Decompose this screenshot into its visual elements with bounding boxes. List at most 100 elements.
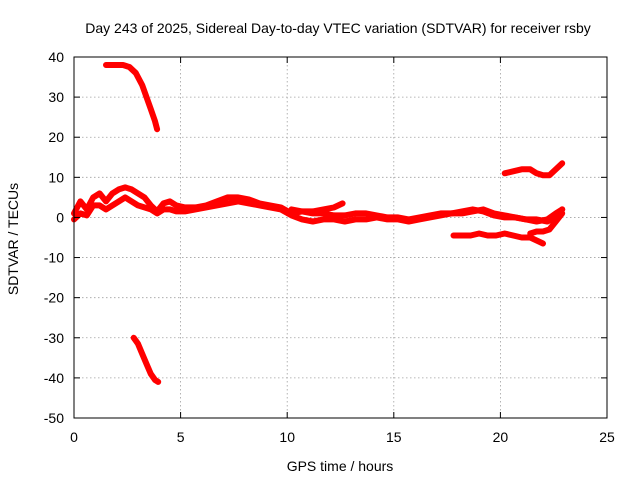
data-point bbox=[510, 168, 516, 174]
data-point bbox=[224, 200, 231, 206]
y-tick-label: 0 bbox=[56, 209, 64, 225]
data-point bbox=[224, 194, 231, 200]
data-point bbox=[154, 126, 160, 132]
data-point bbox=[493, 232, 499, 239]
x-axis-title: GPS time / hours bbox=[287, 458, 394, 474]
y-tick-label: 10 bbox=[48, 169, 64, 185]
data-point bbox=[450, 232, 457, 239]
data-point bbox=[540, 172, 546, 178]
x-tick-label: 0 bbox=[70, 429, 78, 445]
data-point bbox=[103, 206, 109, 212]
y-tick-label: -20 bbox=[44, 290, 64, 306]
x-tick-label: 20 bbox=[493, 429, 509, 445]
data-point bbox=[468, 232, 474, 239]
data-point bbox=[320, 216, 326, 222]
data-point bbox=[155, 379, 161, 385]
data-point bbox=[122, 194, 128, 200]
data-point bbox=[133, 70, 139, 76]
data-point bbox=[559, 210, 565, 216]
data-point bbox=[126, 64, 132, 70]
data-point bbox=[395, 214, 401, 220]
x-tick-label: 5 bbox=[177, 429, 185, 445]
data-point bbox=[310, 218, 316, 225]
data-point bbox=[363, 216, 369, 222]
data-point bbox=[427, 212, 433, 218]
data-point bbox=[129, 198, 135, 204]
data-point bbox=[235, 198, 241, 204]
data-point bbox=[342, 212, 348, 218]
data-point bbox=[214, 202, 220, 208]
data-point bbox=[135, 190, 141, 196]
y-tick-label: 40 bbox=[48, 49, 64, 65]
data-point bbox=[502, 230, 508, 237]
y-tick-label: -30 bbox=[44, 330, 64, 346]
data-point bbox=[480, 208, 486, 214]
data-point bbox=[448, 210, 454, 216]
data-point bbox=[534, 170, 540, 176]
data-point bbox=[148, 206, 154, 212]
data-point bbox=[342, 218, 348, 225]
data-point bbox=[540, 240, 546, 247]
data-point bbox=[141, 194, 147, 200]
data-point bbox=[143, 361, 150, 367]
data-point bbox=[182, 208, 188, 214]
data-point bbox=[546, 172, 553, 178]
data-point bbox=[510, 232, 516, 239]
data-point bbox=[519, 234, 525, 241]
data-point bbox=[90, 202, 96, 208]
data-point bbox=[77, 198, 83, 204]
data-point bbox=[192, 206, 199, 212]
series-top-segment bbox=[103, 62, 161, 133]
data-point bbox=[109, 202, 115, 208]
data-point bbox=[135, 341, 141, 347]
data-point bbox=[111, 62, 118, 68]
data-point bbox=[135, 202, 141, 208]
data-point bbox=[299, 216, 305, 222]
data-point bbox=[122, 184, 128, 190]
data-point bbox=[288, 206, 295, 212]
grid bbox=[74, 57, 607, 418]
data-point bbox=[352, 216, 358, 222]
data-point bbox=[139, 82, 145, 88]
data-point bbox=[160, 206, 167, 212]
data-point bbox=[97, 190, 103, 196]
data-point bbox=[109, 190, 115, 196]
data-point bbox=[310, 210, 316, 216]
data-point bbox=[406, 216, 412, 222]
data-point bbox=[512, 214, 518, 220]
data-point bbox=[299, 208, 305, 214]
data-point bbox=[77, 210, 83, 216]
data-point bbox=[131, 335, 137, 341]
x-tick-label: 25 bbox=[599, 429, 615, 445]
data-point bbox=[173, 202, 179, 208]
data-point bbox=[553, 218, 559, 225]
y-tick-label: -10 bbox=[44, 250, 64, 266]
data-point bbox=[173, 208, 179, 214]
data-point bbox=[536, 238, 542, 245]
y-tick-label: 30 bbox=[48, 89, 64, 105]
y-tick-label: -40 bbox=[44, 370, 64, 386]
data-point bbox=[203, 204, 209, 210]
data-point bbox=[152, 118, 158, 124]
data-point bbox=[491, 212, 497, 218]
plot-frame bbox=[73, 56, 608, 419]
data-point bbox=[148, 371, 154, 377]
series-group bbox=[71, 62, 566, 385]
data-point bbox=[143, 94, 150, 100]
data-point bbox=[167, 198, 173, 204]
chart-title: Day 243 of 2025, Sidereal Day-to-day VTE… bbox=[85, 20, 591, 36]
data-point bbox=[256, 202, 263, 208]
data-point bbox=[523, 216, 529, 222]
data-point bbox=[288, 212, 295, 218]
data-point bbox=[476, 230, 482, 237]
data-point bbox=[148, 106, 154, 112]
data-point bbox=[534, 218, 540, 225]
data-point bbox=[129, 186, 135, 192]
data-point bbox=[160, 200, 167, 206]
data-point bbox=[167, 206, 173, 212]
ticks: 0 5 10 15 20 25 -50 -40 -30 -20 -10 0 10 20 30 40 bbox=[44, 49, 615, 445]
data-point bbox=[340, 200, 346, 206]
data-point bbox=[116, 186, 122, 192]
data-point bbox=[141, 204, 147, 210]
data-point bbox=[331, 204, 337, 210]
